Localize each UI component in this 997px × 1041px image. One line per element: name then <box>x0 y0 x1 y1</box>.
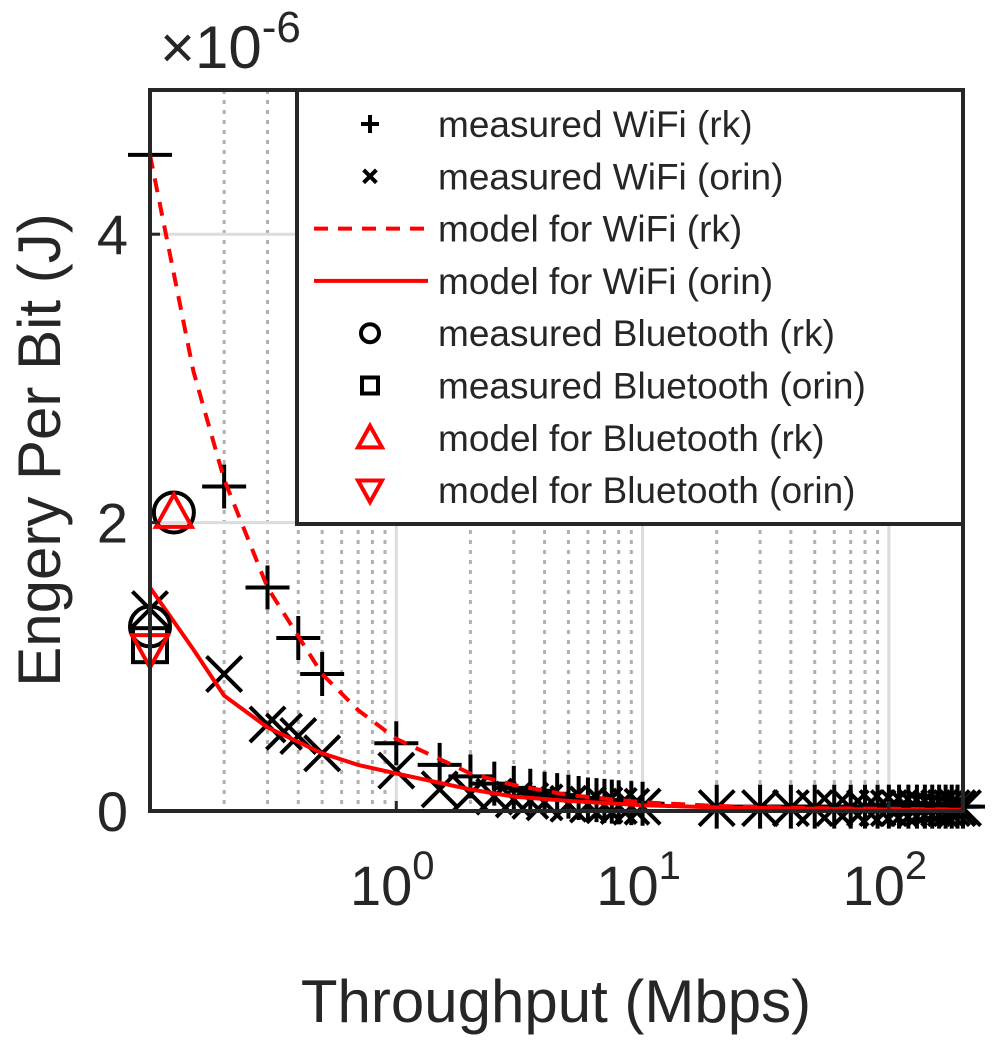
plus-marker <box>300 652 345 697</box>
x-marker <box>377 751 416 790</box>
x-tick-label: 101 <box>596 844 681 917</box>
y-exponent-label: ×10-6 <box>160 3 301 81</box>
x-marker <box>205 654 244 694</box>
legend-item: measured Bluetooth (orin) <box>360 366 866 407</box>
legend-label: model for WiFi (orin) <box>438 261 773 302</box>
plus-marker <box>202 464 247 509</box>
legend: measured WiFi (rk) measured WiFi (orin) mo… <box>295 88 965 526</box>
x-marker <box>612 787 651 826</box>
x-axis-ticks: 100 101 102 <box>350 801 927 917</box>
plus-marker <box>374 721 419 766</box>
x-marker <box>264 712 304 751</box>
legend-label: measured Bluetooth (rk) <box>438 313 835 354</box>
legend-label: measured WiFi (orin) <box>438 156 783 197</box>
legend-item: measured WiFi (orin) <box>362 156 783 197</box>
plus-marker <box>417 742 462 787</box>
square-marker <box>360 375 380 396</box>
legend-label: model for Bluetooth (orin) <box>438 470 855 511</box>
legend-label: measured Bluetooth (orin) <box>438 366 866 407</box>
legend-item: model for Bluetooth (rk) <box>354 418 825 459</box>
legend-items: measured WiFi (rk) measured WiFi (orin) mo… <box>314 104 866 511</box>
legend-item: measured WiFi (rk) <box>361 104 753 145</box>
series-line <box>148 586 964 812</box>
y-tick-label: 4 <box>97 203 128 266</box>
legend-label: model for WiFi (rk) <box>438 209 742 250</box>
legend-item: measured Bluetooth (rk) <box>359 313 835 354</box>
series-3 <box>148 154 964 812</box>
series-7 <box>152 490 196 529</box>
triangle-up-marker <box>152 490 196 529</box>
y-tick-label: 2 <box>97 492 128 555</box>
legend-item: model for Bluetooth (orin) <box>354 470 855 511</box>
triangle-down-marker <box>354 478 386 507</box>
legend-label: model for Bluetooth (rk) <box>438 418 825 459</box>
y-tick-label: 0 <box>97 780 128 843</box>
series-line <box>148 154 964 812</box>
legend-item: model for WiFi (orin) <box>314 261 773 302</box>
plus-marker <box>361 115 379 133</box>
circle-marker <box>359 322 381 345</box>
x-marker <box>568 785 607 824</box>
x-tick-label: 100 <box>350 844 435 917</box>
triangle-up-marker <box>354 421 386 450</box>
x-marker <box>362 168 378 185</box>
series-4 <box>148 586 964 812</box>
x-marker <box>420 770 459 809</box>
x-axis-label: Throughput (Mbps) <box>301 968 811 1035</box>
plus-marker <box>245 565 290 610</box>
y-axis-ticks: 0 2 4 <box>97 203 160 843</box>
legend-item: model for WiFi (rk) <box>314 209 742 250</box>
y-axis-label: Engery Per Bit (J) <box>6 213 73 686</box>
legend-label: measured WiFi (rk) <box>438 104 753 145</box>
legend-box <box>295 88 965 526</box>
x-tick-label: 102 <box>843 844 928 917</box>
